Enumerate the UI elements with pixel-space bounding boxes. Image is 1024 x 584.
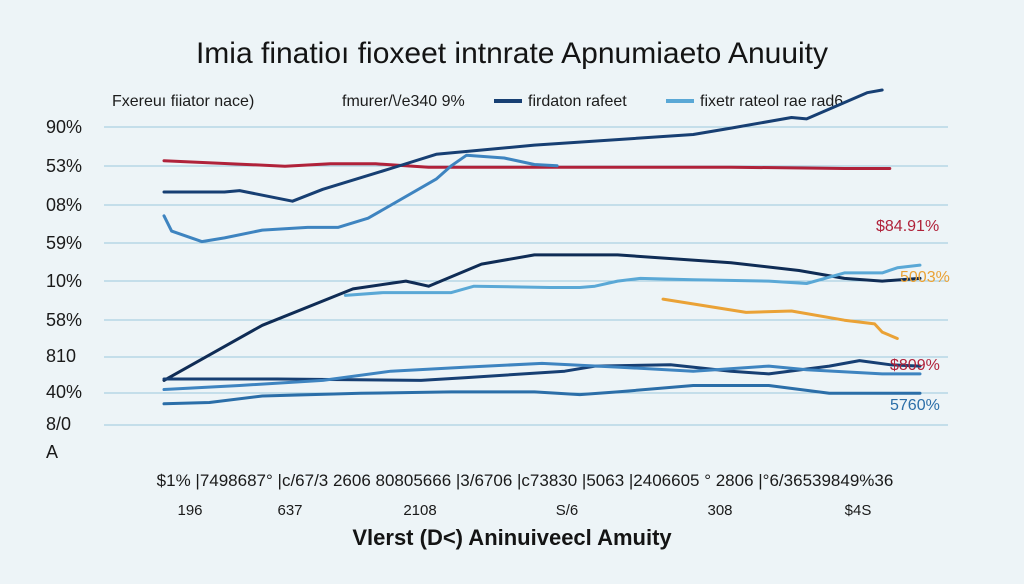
y-tick-label: 8/0	[46, 414, 71, 434]
x-axis-tick-labels: $1% |7498687° |c/67/3 2606 80805666 |3/6…	[157, 471, 894, 490]
y-tick-label: 58%	[46, 310, 82, 330]
x-subtick-label: 637	[277, 502, 302, 519]
end-label: 5760%	[890, 397, 940, 414]
x-axis-subticks: 196 637 2108 S/6 308 $4S	[177, 502, 871, 519]
y-axis-ticks: 90% 53% 08% 59% 10% 58% 810 40% 8/0 A	[46, 117, 82, 462]
x-subtick-label: 196	[177, 502, 202, 519]
series-line	[162, 153, 559, 244]
x-axis-label: Vlerst (D<) Aninuiveecl Amuity	[352, 525, 672, 550]
y-tick-label: 08%	[46, 195, 82, 215]
x-subtick-label: 308	[707, 502, 732, 519]
series-line	[162, 159, 892, 170]
legend: Fxereuı fiiator nace) fmurer/\/e340 9% fir…	[112, 93, 843, 110]
y-tick-label: 59%	[46, 233, 82, 253]
series-line	[162, 384, 922, 406]
legend-entry: Fxereuı fiiator nace)	[112, 93, 254, 110]
legend-entry: fmurer/\/e340 9%	[342, 93, 465, 110]
y-tick-label: 53%	[46, 156, 82, 176]
series-lines	[162, 88, 922, 406]
series-line	[162, 361, 922, 391]
chart-title: Imia finatioı fioxeet intnrate Apnumiaet…	[196, 37, 828, 70]
series-line	[661, 297, 899, 340]
gridlines	[104, 126, 948, 426]
end-label: $84.91%	[876, 218, 939, 235]
y-tick-label: 10%	[46, 271, 82, 291]
legend-entry: fixetr rateol rae rad6	[700, 93, 843, 110]
end-labels: $84.91% 5003% $809% 5760%	[876, 218, 950, 414]
x-subtick-label: 2108	[403, 502, 436, 519]
series-line	[343, 263, 922, 297]
legend-entry: firdaton rafeet	[528, 93, 627, 110]
end-label: 5003%	[900, 269, 950, 286]
series-line	[162, 253, 922, 382]
end-label: $809%	[890, 357, 940, 374]
series-line	[162, 88, 884, 203]
x-subtick-label: S/6	[556, 502, 579, 519]
series-line	[162, 359, 922, 382]
y-tick-label: 810	[46, 346, 76, 366]
y-tick-label: 90%	[46, 117, 82, 137]
x-subtick-label: $4S	[845, 502, 872, 519]
y-tick-label: A	[46, 442, 58, 462]
y-tick-label: 40%	[46, 382, 82, 402]
